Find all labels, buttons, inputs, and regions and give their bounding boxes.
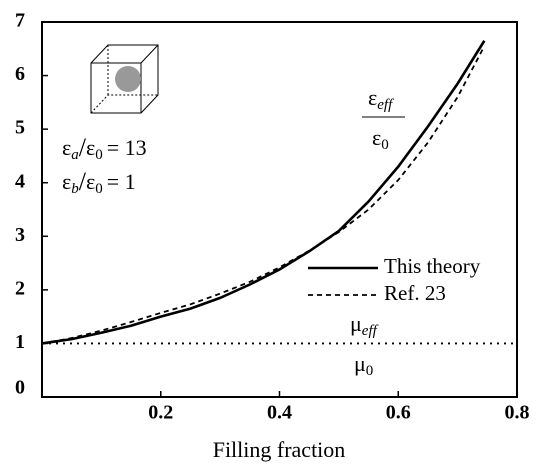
mu-ratio-den: μ0 <box>354 351 373 379</box>
param-b: εb/ε0 = 1 <box>62 167 136 197</box>
y-tick-label: 7 <box>15 10 25 32</box>
cube-icon <box>90 44 159 114</box>
plot-frame <box>41 21 518 398</box>
y-tick-label: 3 <box>15 224 25 246</box>
y-tick-label: 5 <box>15 117 25 139</box>
x-tick-label: 0.2 <box>148 402 173 424</box>
series-line <box>41 40 486 345</box>
legend-label: This theory <box>384 254 481 278</box>
param-a: εa/ε0 = 13 <box>62 133 147 163</box>
y-tick-label: 2 <box>15 277 25 299</box>
x-tick-label: 0.6 <box>386 402 411 424</box>
eps-ratio-den: ε0 <box>372 125 389 153</box>
mu-ratio-num: μeff <box>350 311 379 339</box>
series-line <box>41 45 486 345</box>
x-tick-label: 0.8 <box>505 402 530 424</box>
legend-label: Ref. 23 <box>384 281 446 305</box>
y-tick-label: 1 <box>15 331 25 353</box>
y-tick-label: 6 <box>15 63 25 85</box>
x-tick-label: 0.4 <box>267 402 292 424</box>
y-tick-label: 0 <box>15 377 25 399</box>
y-tick-label: 4 <box>15 170 25 192</box>
x-axis-label: Filling fraction <box>213 437 346 462</box>
eps-ratio-num: εeff <box>368 85 394 113</box>
